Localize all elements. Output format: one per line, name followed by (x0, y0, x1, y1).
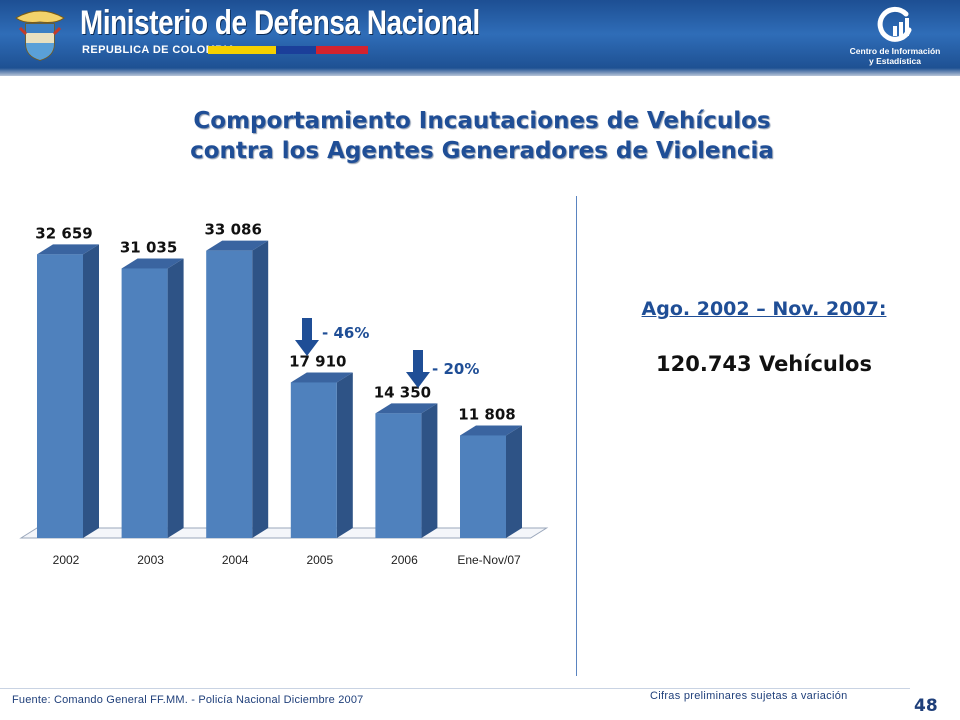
change-label-1: - 46% (322, 324, 369, 342)
bar-top-2006 (375, 403, 438, 414)
tick-label-2004: 2004 (222, 553, 249, 567)
slide-title-line1: Comportamiento Incautaciones de Vehículo… (193, 108, 771, 134)
page-number: 48 (914, 696, 938, 716)
seizures-bar-chart: 32 659 2002 31 035 2003 33 086 2004 17 910 2005… (19, 221, 549, 567)
data-label-2004: 33 086 (204, 221, 261, 239)
bar-2006 (375, 413, 422, 538)
statistics-center-line1: Centro de Información (849, 46, 941, 56)
bar-top-Ene-Nov/07 (460, 425, 522, 436)
slide-title: Comportamiento Incautaciones de Vehículo… (0, 106, 960, 166)
bar-side-2006 (421, 403, 438, 538)
bar-top-2002 (37, 244, 99, 255)
data-label-2005: 17 910 (289, 352, 346, 370)
statistics-center-logo-icon (877, 6, 912, 42)
preliminary-note: Cifras preliminares sujetas a variación (650, 690, 848, 702)
data-label-Ene-Nov/07: 11 808 (458, 405, 515, 423)
vertical-divider (576, 196, 577, 676)
data-label-2002: 32 659 (35, 224, 92, 242)
flag-stripe (208, 46, 368, 54)
footer-divider (0, 688, 910, 689)
bar-side-Ene-Nov/07 (506, 425, 522, 538)
bar-top-2005 (290, 372, 353, 383)
statistics-center-name: Centro de Información y Estadística (842, 46, 948, 66)
period-label: Ago. 2002 – Nov. 2007: (641, 298, 887, 320)
tick-label-Ene-Nov/07: Ene-Nov/07 (457, 553, 521, 567)
data-label-2006: 14 350 (374, 383, 431, 401)
bar-side-2005 (336, 372, 353, 538)
source-note: Fuente: Comando General FF.MM. - Policía… (12, 694, 364, 706)
bar-2004 (206, 250, 253, 538)
header-banner: Ministerio de Defensa Nacional REPUBLICA… (0, 0, 960, 76)
total-vehicles: 120.743 Vehículos (656, 352, 872, 376)
bar-2005 (290, 382, 337, 538)
bar-Ene-Nov/07 (460, 435, 506, 538)
bar-top-2003 (121, 258, 184, 269)
country-label: REPUBLICA DE COLOMBIA (82, 44, 236, 56)
tick-label-2006: 2006 (391, 553, 418, 567)
ministry-title: Ministerio de Defensa Nacional (80, 4, 480, 42)
coat-of-arms-icon (15, 10, 65, 61)
bar-side-2002 (83, 244, 99, 538)
bar-side-2004 (252, 240, 269, 538)
bar-2003 (121, 268, 168, 538)
bar-top-2004 (206, 240, 269, 251)
tick-label-2003: 2003 (137, 553, 164, 567)
tick-label-2005: 2005 (306, 553, 333, 567)
bar-2002 (37, 254, 83, 538)
header-shade (0, 68, 960, 76)
change-label-2: - 20% (432, 360, 479, 378)
bar-side-2003 (167, 258, 184, 538)
slide-title-line2: contra los Agentes Generadores de Violen… (190, 138, 774, 164)
statistics-center-line2: y Estadística (869, 56, 921, 66)
tick-label-2002: 2002 (53, 553, 80, 567)
data-label-2003: 31 035 (120, 238, 177, 256)
down-arrow-icon (406, 350, 430, 388)
down-arrow-icon (295, 318, 319, 356)
